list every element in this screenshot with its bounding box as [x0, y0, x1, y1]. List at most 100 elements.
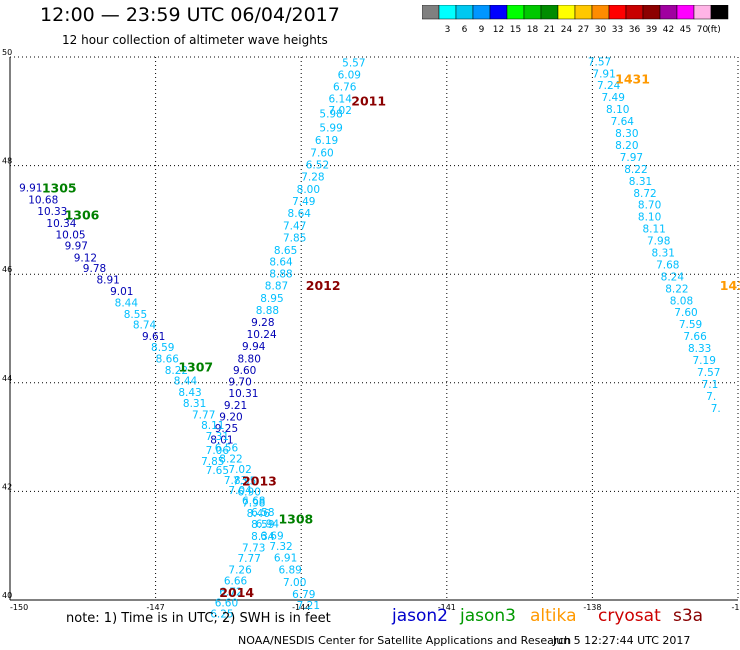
y-tick-label: 44 — [2, 374, 12, 383]
wave-height-point: 9.12 — [74, 252, 97, 264]
y-tick-label: 46 — [2, 265, 12, 274]
wave-height-point: 9.91 — [19, 182, 42, 194]
wave-height-point: 8.10 — [638, 212, 661, 224]
wave-height-point: 8.59 — [251, 519, 274, 531]
wave-height-point: 7.77 — [238, 553, 261, 565]
wave-height-point: 9.01 — [110, 286, 133, 298]
credit-text: NOAA/NESDIS Center for Satellite Applica… — [238, 634, 572, 647]
scale-label: 21 — [544, 25, 555, 35]
track-label: 1306 — [65, 207, 100, 222]
wave-height-point: 10.68 — [28, 194, 58, 206]
wave-height-point: 8.66 — [156, 353, 180, 365]
scale-label: 30 — [595, 25, 607, 35]
track-label: 2011 — [351, 93, 386, 108]
wave-height-point: 8.44 — [115, 297, 139, 309]
wave-height-point: 10.33 — [37, 206, 67, 218]
wave-height-point: 8.55 — [124, 309, 147, 321]
wave-height-point: 8.88 — [256, 305, 279, 317]
wave-height-point: 6.90 — [238, 486, 261, 498]
wave-height-point: 7.28 — [301, 171, 324, 183]
wave-height-point: 7.02 — [329, 105, 352, 117]
y-tick-label: 42 — [2, 482, 12, 491]
scale-label: 33 — [612, 25, 623, 35]
wave-height-point: 8.88 — [269, 269, 292, 281]
x-tick-label: -141 — [438, 603, 456, 612]
wave-height-point: 8.22 — [665, 283, 688, 295]
wave-height-point: 8.11 — [642, 224, 665, 236]
legend-jason3: jason3 — [460, 606, 516, 626]
wave-height-point: 7.21 — [297, 600, 320, 612]
wave-height-point: 7.26 — [228, 565, 252, 577]
wave-height-point: 8.95 — [260, 293, 283, 305]
wave-height-point: 7.24 — [597, 80, 621, 92]
chart-subtitle: 12 hour collection of altimeter wave hei… — [62, 33, 328, 47]
track-label: 1305 — [42, 180, 77, 195]
wave-height-point: 7.04 — [228, 485, 252, 497]
wave-height-point: 7.77 — [192, 409, 215, 421]
wave-height-point: 7.06 — [206, 445, 230, 457]
wave-height-point: 6.68 — [242, 496, 265, 508]
scale-label: 24 — [561, 25, 573, 35]
wave-height-point: 8.00 — [297, 184, 320, 196]
wave-height-point: 8.11 — [201, 420, 224, 432]
track-label: 1308 — [278, 512, 313, 527]
wave-height-point: 7.98 — [242, 497, 265, 509]
wave-height-point: 7.97 — [620, 152, 643, 164]
wave-height-point: 8.01 — [210, 434, 233, 446]
scale-swatch — [710, 5, 729, 20]
x-tick-label: -144 — [292, 603, 310, 612]
scale-label: 42 — [663, 25, 674, 35]
track-label: 2014 — [219, 585, 254, 600]
y-tick-label: 48 — [2, 157, 12, 166]
y-tick-label: 40 — [2, 591, 12, 600]
wave-height-point: 6.91 — [274, 553, 297, 565]
legend-altika: altika — [530, 606, 577, 626]
wave-height-point: 7.47 — [283, 220, 306, 232]
wave-height-point: 8.08 — [670, 295, 693, 307]
scale-label: 6 — [462, 25, 468, 35]
scale-unit: (ft) — [707, 25, 721, 35]
legend-s3a: s3a — [673, 606, 704, 626]
wave-height-point: 7.85 — [201, 456, 224, 468]
wave-height-point: 7.35 — [233, 476, 256, 488]
wave-height-point: 8.46 — [247, 508, 271, 520]
wave-height-point: 8.74 — [133, 320, 157, 332]
wave-height-point: 6.60 — [215, 598, 238, 610]
wave-height-point: 7.73 — [242, 542, 265, 554]
wave-height-point: 6.52 — [306, 160, 329, 172]
wave-height-point: 7.60 — [310, 148, 333, 160]
wave-height-point: 7.85 — [283, 232, 306, 244]
wave-height-point: 7.19 — [693, 355, 716, 367]
wave-height-point: 6.19 — [315, 135, 338, 147]
wave-height-point: 7.60 — [674, 307, 697, 319]
x-tick-label: -150 — [10, 603, 28, 612]
wave-height-point: 7.1 — [702, 379, 719, 391]
wave-height-point: 8.80 — [238, 353, 261, 365]
wave-height-point: 7.91 — [592, 68, 615, 80]
wave-height-point: 7.59 — [679, 319, 702, 331]
wave-height-point: 6.79 — [292, 589, 315, 601]
wave-height-point: 6.69 — [260, 530, 283, 542]
scale-label: 15 — [510, 25, 521, 35]
wave-height-point: 9.20 — [219, 411, 242, 423]
scale-label: 45 — [680, 25, 691, 35]
wave-height-point: 7.49 — [602, 92, 625, 104]
wave-height-point: 6.94 — [256, 518, 280, 530]
wave-height-point: 7.00 — [283, 577, 306, 589]
wave-height-point: 6.66 — [224, 575, 248, 587]
wave-height-point: 10.31 — [228, 388, 258, 400]
wave-height-point: 7.57 — [588, 56, 611, 68]
legend-cryosat: cryosat — [598, 606, 661, 626]
wave-height-point: 5.57 — [342, 57, 365, 69]
wave-height-point: 5.98 — [319, 108, 342, 120]
wave-height-point: 7.02 — [228, 464, 251, 476]
wave-height-point: 8.10 — [606, 104, 629, 116]
wave-height-point: 7.31 — [206, 431, 229, 443]
wave-height-point: 9.97 — [65, 240, 88, 252]
track-label: 1431 — [615, 72, 650, 87]
wave-height-point: 7.98 — [647, 236, 670, 248]
wave-height-point: 9.25 — [215, 423, 238, 435]
wave-height-point: 7.49 — [292, 196, 315, 208]
wave-height-point: 10.24 — [247, 329, 277, 341]
